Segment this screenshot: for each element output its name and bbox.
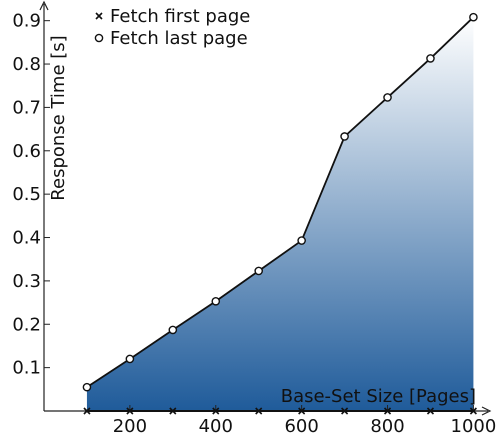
point-fetch-first-page <box>212 407 220 415</box>
y-tick-label: 0.6 <box>12 141 41 162</box>
point-fetch-first-page <box>83 407 91 415</box>
y-tick-label: 0.7 <box>12 97 41 118</box>
x-axis-arrow <box>481 406 492 416</box>
y-axis-label: Response Time [s] <box>48 35 69 200</box>
point-fetch-last-page <box>340 132 349 141</box>
point-fetch-last-page <box>254 266 264 276</box>
point-fetch-first-page <box>426 407 435 415</box>
point-fetch-last-page <box>211 296 221 306</box>
legend-marker-fetch-last-page <box>94 33 104 43</box>
series-line-fetch-last-page <box>86 16 475 388</box>
point-fetch-first-page <box>341 407 349 415</box>
point-fetch-last-page <box>168 325 178 335</box>
point-fetch-last-page <box>383 93 392 102</box>
x-tick-label: 400 <box>199 416 233 435</box>
x-axis-label: Base-Set Size [Pages] <box>281 386 476 407</box>
point-fetch-last-page <box>125 354 135 364</box>
point-fetch-last-page <box>469 12 478 22</box>
y-axis-arrow <box>39 0 49 11</box>
point-fetch-first-page <box>298 407 306 415</box>
legend-label-fetch-last-page: Fetch last page <box>110 28 248 49</box>
y-tick-label: 0.8 <box>12 54 41 75</box>
area-fill-layer <box>86 17 474 412</box>
y-tick-label: 0.5 <box>12 184 41 205</box>
legend-label-fetch-first-page: Fetch first page <box>110 6 250 27</box>
y-tick-label: 0.3 <box>12 271 41 292</box>
series-layer <box>82 12 478 415</box>
point-fetch-first-page <box>383 407 392 415</box>
point-fetch-first-page <box>255 407 263 415</box>
legend-marker-fetch-first-page <box>95 12 103 20</box>
point-fetch-first-page <box>169 407 177 415</box>
area-fill <box>86 17 474 412</box>
point-fetch-first-page <box>126 407 134 415</box>
point-fetch-first-page <box>469 407 477 415</box>
y-tick-label: 0.9 <box>12 11 41 32</box>
x-tick-label: 600 <box>284 416 318 435</box>
y-tick-label: 0.4 <box>12 228 41 249</box>
point-fetch-last-page <box>297 236 306 245</box>
point-fetch-last-page <box>426 54 435 63</box>
x-tick-label: 200 <box>113 416 147 435</box>
y-tick-label: 0.1 <box>12 358 41 379</box>
tick-labels: 0.1 0.2 0.3 0.4 0.5 0.6 0.7 0.8 0.9 200 400 600 800 1… <box>12 11 496 435</box>
y-tick-label: 0.2 <box>12 314 41 335</box>
point-fetch-last-page <box>82 382 92 392</box>
x-tick-label: 1000 <box>451 416 497 435</box>
x-tick-label: 800 <box>370 416 404 435</box>
